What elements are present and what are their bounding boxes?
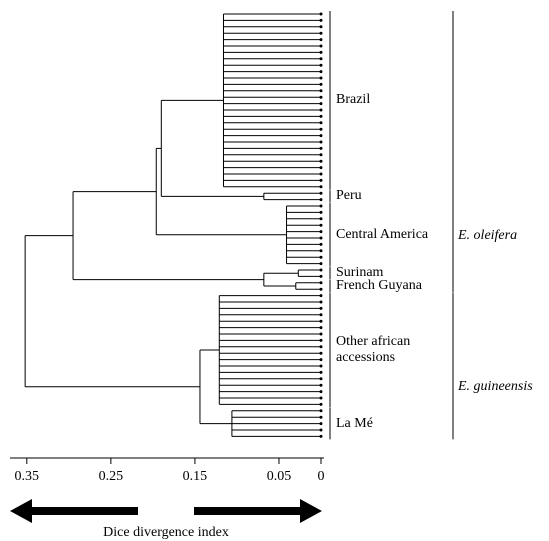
leaf (319, 114, 323, 118)
leaf (319, 57, 323, 61)
leaf (319, 217, 323, 221)
leaf (319, 409, 323, 413)
leaf (319, 95, 323, 99)
group-label: Brazil (336, 92, 371, 108)
leaf (319, 422, 323, 426)
leaf (319, 249, 323, 253)
leaf (319, 268, 323, 272)
leaf (319, 332, 323, 336)
leaf (319, 31, 323, 35)
leaf (319, 383, 323, 387)
leaf (319, 415, 323, 419)
species-label: E. oleifera (458, 227, 518, 243)
leaf (319, 294, 323, 298)
leaf (319, 319, 323, 323)
group-label: La Mé (336, 415, 373, 431)
leaf (319, 63, 323, 67)
leaf (319, 274, 323, 278)
leaf (319, 108, 323, 112)
leaf (319, 102, 323, 106)
leaf (319, 236, 323, 240)
leaf (319, 306, 323, 310)
leaf (319, 210, 323, 214)
leaf (319, 287, 323, 291)
leaf (319, 38, 323, 42)
leaf (319, 191, 323, 195)
leaf (319, 230, 323, 234)
leaf (319, 300, 323, 304)
leaf (319, 390, 323, 394)
leaf (319, 50, 323, 54)
leaf (319, 172, 323, 176)
group-label: Other african accessions (336, 334, 411, 365)
leaf (319, 166, 323, 170)
leaf (319, 127, 323, 131)
leaf (319, 281, 323, 285)
leaf (319, 351, 323, 355)
leaf (319, 434, 323, 438)
leaf (319, 396, 323, 400)
right-arrow (194, 499, 322, 523)
leaf (319, 255, 323, 259)
leaf (319, 377, 323, 381)
left-arrow (10, 499, 138, 523)
leaf (319, 364, 323, 368)
x-tick-label: 0.25 (99, 469, 124, 484)
x-tick-label: 0.15 (183, 469, 208, 484)
leaf (319, 25, 323, 29)
leaf (319, 198, 323, 202)
leaf (319, 338, 323, 342)
leaf (319, 223, 323, 227)
x-tick-label: 0.35 (15, 469, 40, 484)
leaf (319, 262, 323, 266)
species-label: E. guineensis (458, 378, 533, 394)
leaf (319, 204, 323, 208)
leaf (319, 146, 323, 150)
leaf (319, 345, 323, 349)
leaf (319, 402, 323, 406)
leaf (319, 428, 323, 432)
leaf (319, 18, 323, 22)
leaf (319, 89, 323, 93)
group-label: Central America (336, 226, 429, 242)
group-label: Surinam (336, 265, 384, 281)
group-label: French Guyana (336, 278, 422, 293)
x-tick-label: 0.05 (267, 469, 292, 484)
leaf (319, 12, 323, 16)
x-tick-label: 0 (318, 469, 325, 484)
leaf (319, 82, 323, 86)
x-axis-label: Dice divergence index (103, 525, 229, 540)
leaf (319, 178, 323, 182)
leaf (319, 370, 323, 374)
leaf (319, 44, 323, 48)
leaf (319, 121, 323, 125)
leaf (319, 70, 323, 74)
leaf (319, 313, 323, 317)
leaf (319, 185, 323, 189)
leaf (319, 140, 323, 144)
group-label: Peru (336, 188, 362, 204)
leaf (319, 159, 323, 163)
leaf (319, 242, 323, 246)
leaf (319, 153, 323, 157)
leaf (319, 358, 323, 362)
leaf (319, 134, 323, 138)
leaf (319, 326, 323, 330)
leaf (319, 76, 323, 80)
